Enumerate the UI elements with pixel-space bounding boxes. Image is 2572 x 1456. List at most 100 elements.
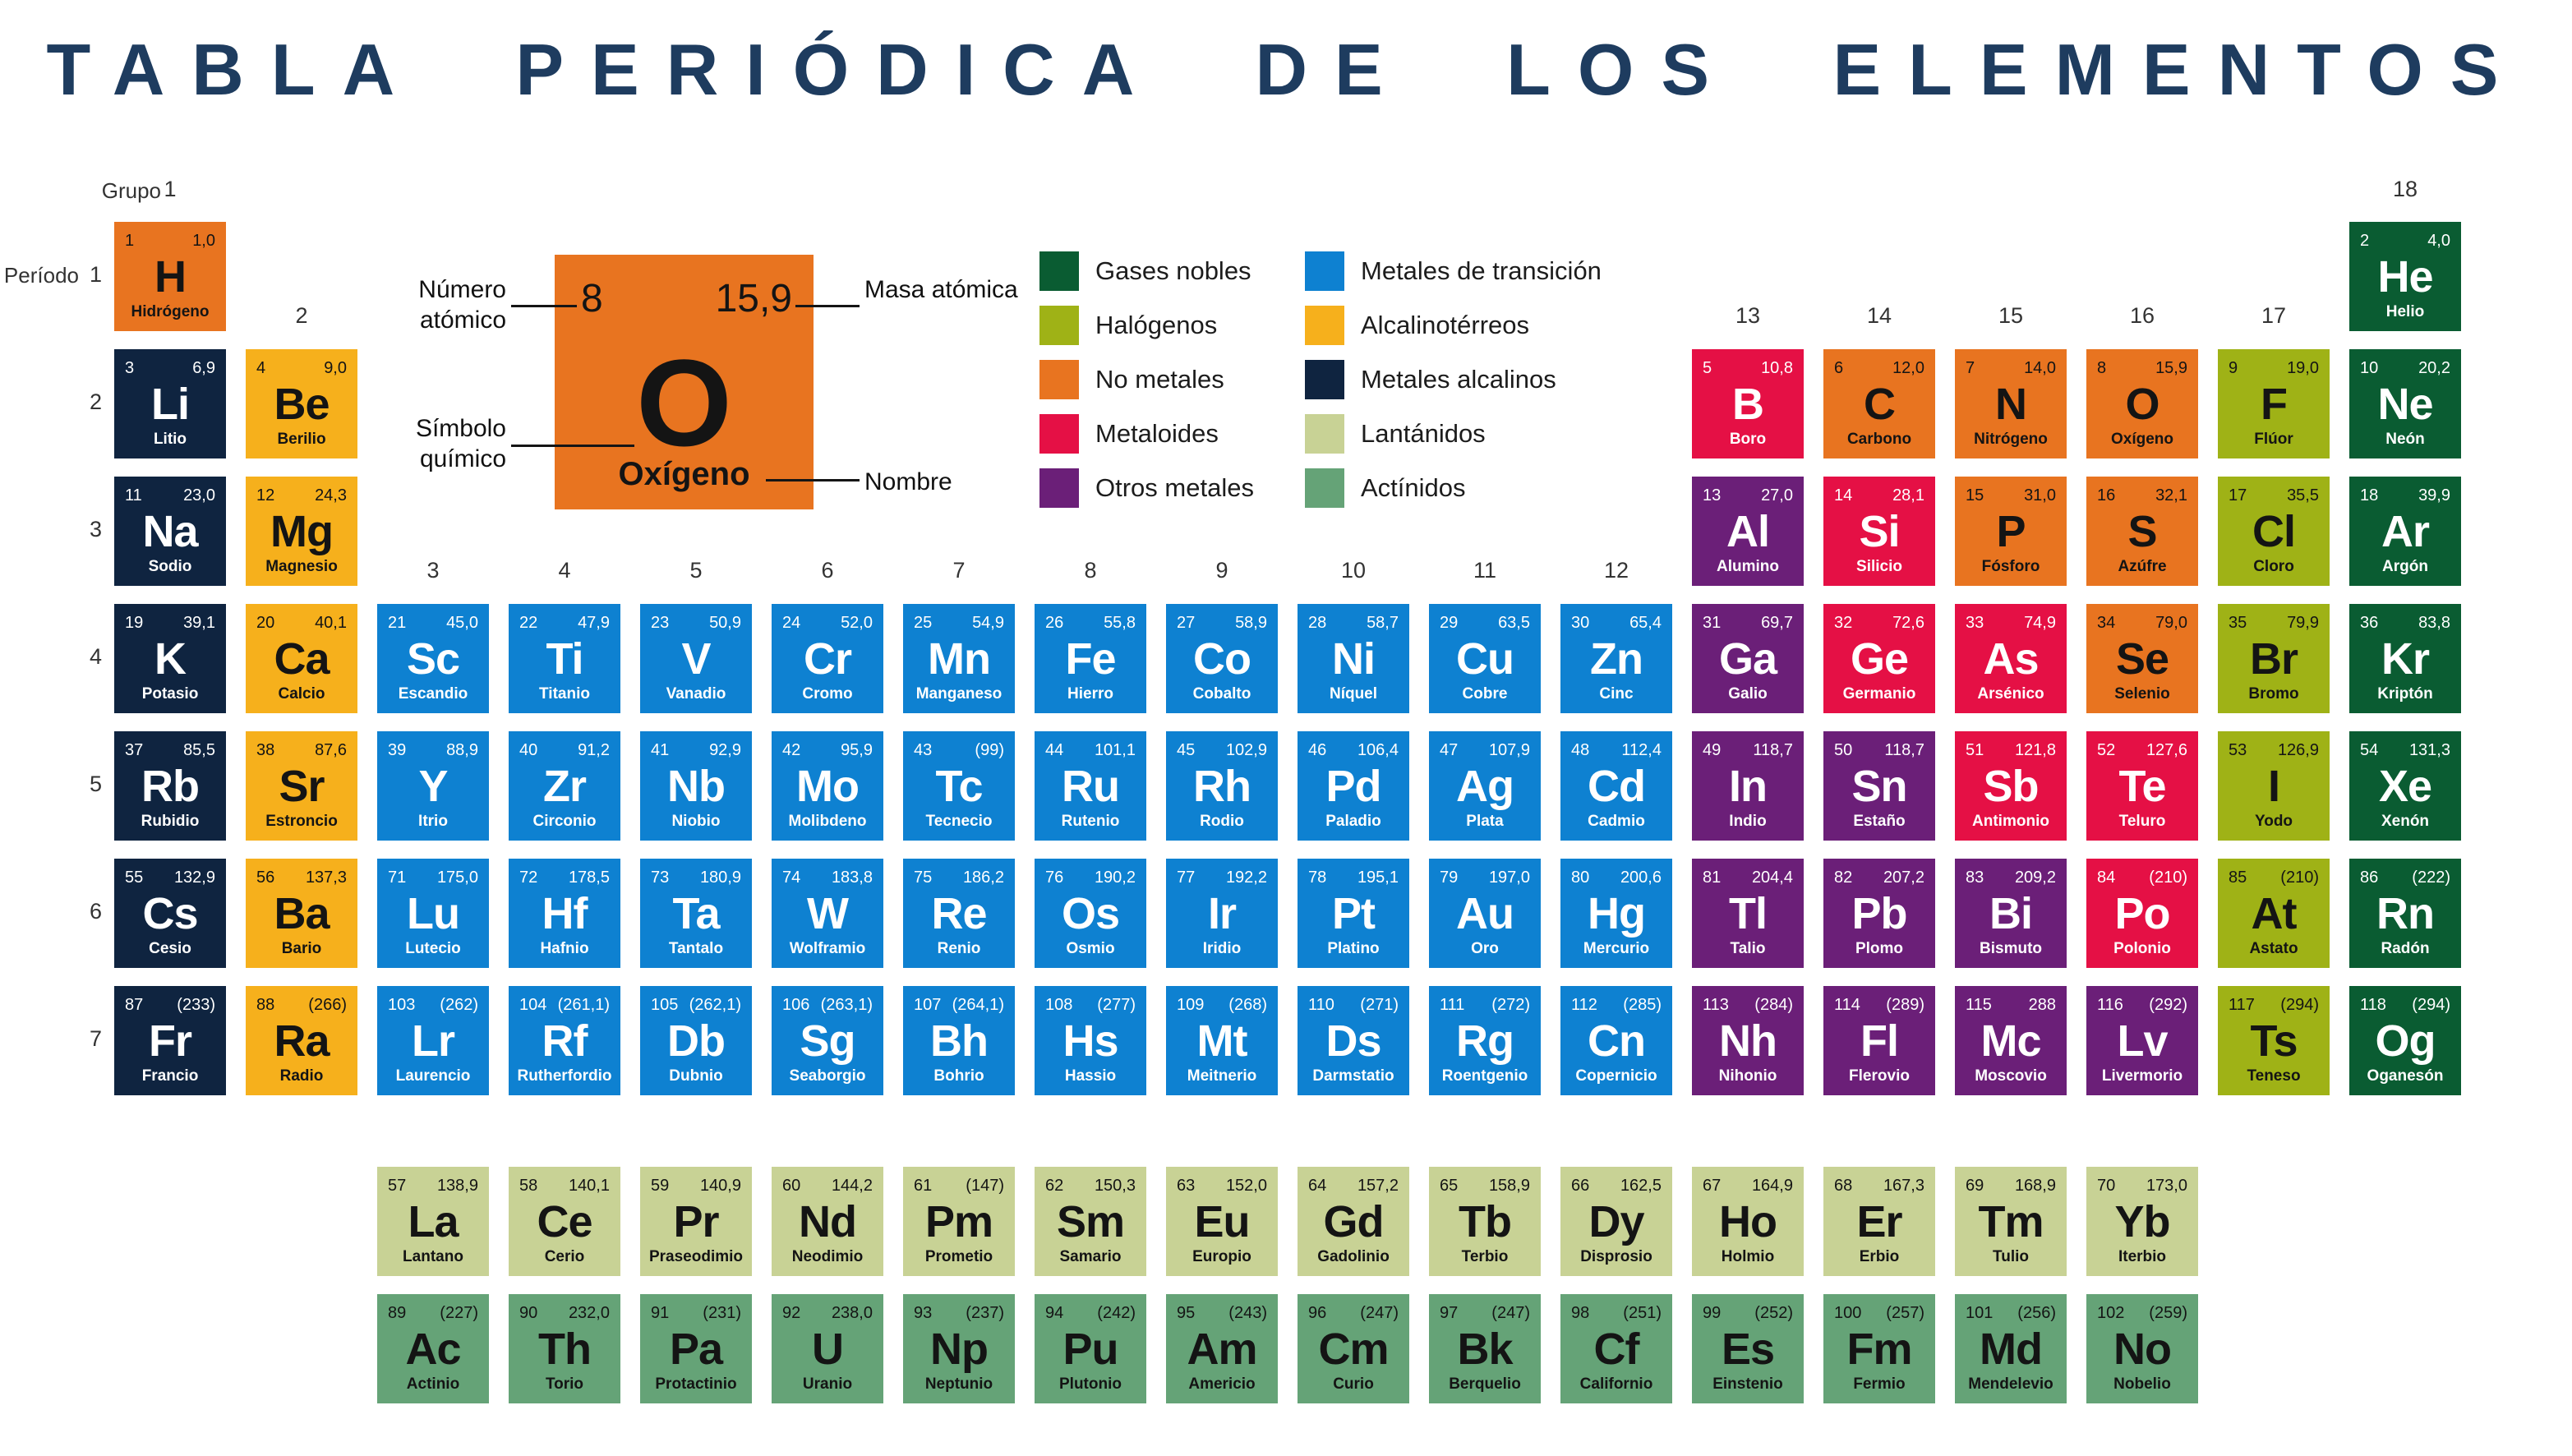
- element-B: 5 10,8 B Boro: [1692, 349, 1804, 458]
- atomic-mass: 167,3: [1883, 1177, 1924, 1195]
- atomic-mass: (285): [1623, 996, 1662, 1014]
- atomic-number: 62: [1045, 1177, 1064, 1195]
- element-As: 33 74,9 As Arsénico: [1955, 604, 2067, 713]
- legend-item-otros: Otros metales: [1039, 461, 1254, 515]
- atomic-number: 55: [125, 869, 144, 887]
- atomic-number: 3: [125, 359, 135, 377]
- element-name: Itrio: [418, 813, 448, 830]
- atomic-mass: 69,7: [1761, 614, 1793, 632]
- element-Rh: 45 102,9 Rh Rodio: [1166, 731, 1278, 841]
- period-label-1: 1: [89, 262, 102, 287]
- atomic-mass: 35,5: [2287, 486, 2319, 505]
- element-Nh: 113 (284) Nh Nihonio: [1692, 986, 1804, 1095]
- group-label-6: 6: [821, 558, 834, 583]
- element-Te: 52 127,6 Te Teluro: [2086, 731, 2198, 841]
- element-He: 2 4,0 He Helio: [2349, 222, 2461, 331]
- atomic-number: 74: [782, 869, 801, 887]
- element-symbol: Hs: [1062, 1016, 1118, 1066]
- group-label-5: 5: [689, 558, 703, 583]
- atomic-mass: 178,5: [568, 869, 610, 887]
- atomic-number: 16: [2097, 486, 2116, 505]
- element-symbol: I: [2267, 762, 2280, 811]
- annotation-line-numero: [511, 305, 577, 307]
- element-symbol: Se: [2115, 634, 2169, 684]
- element-symbol: Pa: [669, 1325, 723, 1374]
- element-Pd: 46 106,4 Pd Paladio: [1298, 731, 1409, 841]
- atomic-number: 58: [519, 1177, 538, 1195]
- element-Fr: 87 (233) Fr Francio: [114, 986, 226, 1095]
- atomic-number: 46: [1308, 741, 1327, 759]
- atomic-number: 44: [1045, 741, 1064, 759]
- element-name: Argón: [2382, 558, 2428, 575]
- element-symbol: Pm: [924, 1197, 993, 1246]
- element-name: Sodio: [148, 558, 192, 575]
- element-name: Prometio: [924, 1248, 993, 1265]
- element-symbol: Al: [1726, 507, 1770, 556]
- element-Hg: 80 200,6 Hg Mercurio: [1560, 859, 1672, 968]
- element-Cr: 24 52,0 Cr Cromo: [772, 604, 883, 713]
- element-name: Mendelevio: [1968, 1375, 2053, 1393]
- element-symbol: Gd: [1323, 1197, 1385, 1246]
- element-symbol: Rn: [2376, 889, 2435, 938]
- element-name: Berilio: [277, 431, 326, 448]
- legend-label: Lantánidos: [1361, 419, 1486, 448]
- element-symbol: In: [1729, 762, 1768, 811]
- element-name: Neptunio: [924, 1375, 993, 1393]
- element-name: Teluro: [2118, 813, 2166, 830]
- element-Al: 13 27,0 Al Alumino: [1692, 477, 1804, 586]
- element-symbol: S: [2127, 507, 2157, 556]
- atomic-mass: (247): [1491, 1304, 1530, 1322]
- element-symbol: N: [1995, 380, 2027, 429]
- element-P: 15 31,0 P Fósforo: [1955, 477, 2067, 586]
- element-name: Alumino: [1717, 558, 1779, 575]
- element-Ar: 18 39,9 Ar Argón: [2349, 477, 2461, 586]
- element-Bi: 83 209,2 Bi Bismuto: [1955, 859, 2067, 968]
- element-symbol: Cs: [142, 889, 198, 938]
- element-symbol: B: [1732, 380, 1764, 429]
- legend-label: Actínidos: [1361, 473, 1466, 502]
- atomic-mass: (233): [177, 996, 215, 1014]
- atomic-number: 10: [2360, 359, 2379, 377]
- atomic-mass: (284): [1754, 996, 1793, 1014]
- element-Er: 68 167,3 Er Erbio: [1823, 1167, 1935, 1276]
- atomic-number: 33: [1966, 614, 1984, 632]
- atomic-mass: 47,9: [578, 614, 610, 632]
- element-name: Renio: [937, 940, 981, 957]
- atomic-number: 118: [2360, 996, 2386, 1014]
- atomic-number: 29: [1440, 614, 1459, 632]
- legend-item-lantanido: Lantánidos: [1305, 407, 1602, 461]
- legend-column-right: Metales de transición Alcalinotérreos Meta…: [1305, 244, 1602, 515]
- atomic-mass: 204,4: [1751, 869, 1793, 887]
- element-symbol: Kr: [2381, 634, 2430, 684]
- element-name: Roentgenio: [1441, 1067, 1528, 1085]
- element-name: Seaborgio: [789, 1067, 866, 1085]
- element-name: Actinio: [406, 1375, 460, 1393]
- element-Sb: 51 121,8 Sb Antimonio: [1955, 731, 2067, 841]
- element-name: Hassio: [1064, 1067, 1117, 1085]
- atomic-mass: 58,7: [1367, 614, 1399, 632]
- element-Hf: 72 178,5 Hf Hafnio: [509, 859, 620, 968]
- atomic-number: 86: [2360, 869, 2379, 887]
- group-label-9: 9: [1215, 558, 1228, 583]
- element-symbol: H: [154, 252, 187, 302]
- element-name: Livermorio: [2101, 1067, 2183, 1085]
- element-At: 85 (210) At Astato: [2218, 859, 2330, 968]
- element-name: Nobelio: [2113, 1375, 2171, 1393]
- atomic-mass: 195,1: [1357, 869, 1399, 887]
- atomic-number: 95: [1177, 1304, 1196, 1322]
- element-symbol: Db: [667, 1016, 726, 1066]
- element-name: Erbio: [1859, 1248, 1900, 1265]
- atomic-mass: 180,9: [699, 869, 741, 887]
- element-Np: 93 (237) Np Neptunio: [903, 1294, 1015, 1403]
- atomic-number: 114: [1834, 996, 1860, 1014]
- atomic-mass: (247): [1360, 1304, 1399, 1322]
- atomic-mass: 131,3: [2408, 741, 2450, 759]
- element-name: Arsénico: [1977, 685, 2044, 703]
- legend-swatch-otros: [1039, 468, 1079, 508]
- atomic-number: 32: [1834, 614, 1853, 632]
- element-name: Einstenio: [1712, 1375, 1783, 1393]
- atomic-number: 40: [519, 741, 538, 759]
- atomic-mass: 23,0: [183, 486, 215, 505]
- element-Po: 84 (210) Po Polonio: [2086, 859, 2198, 968]
